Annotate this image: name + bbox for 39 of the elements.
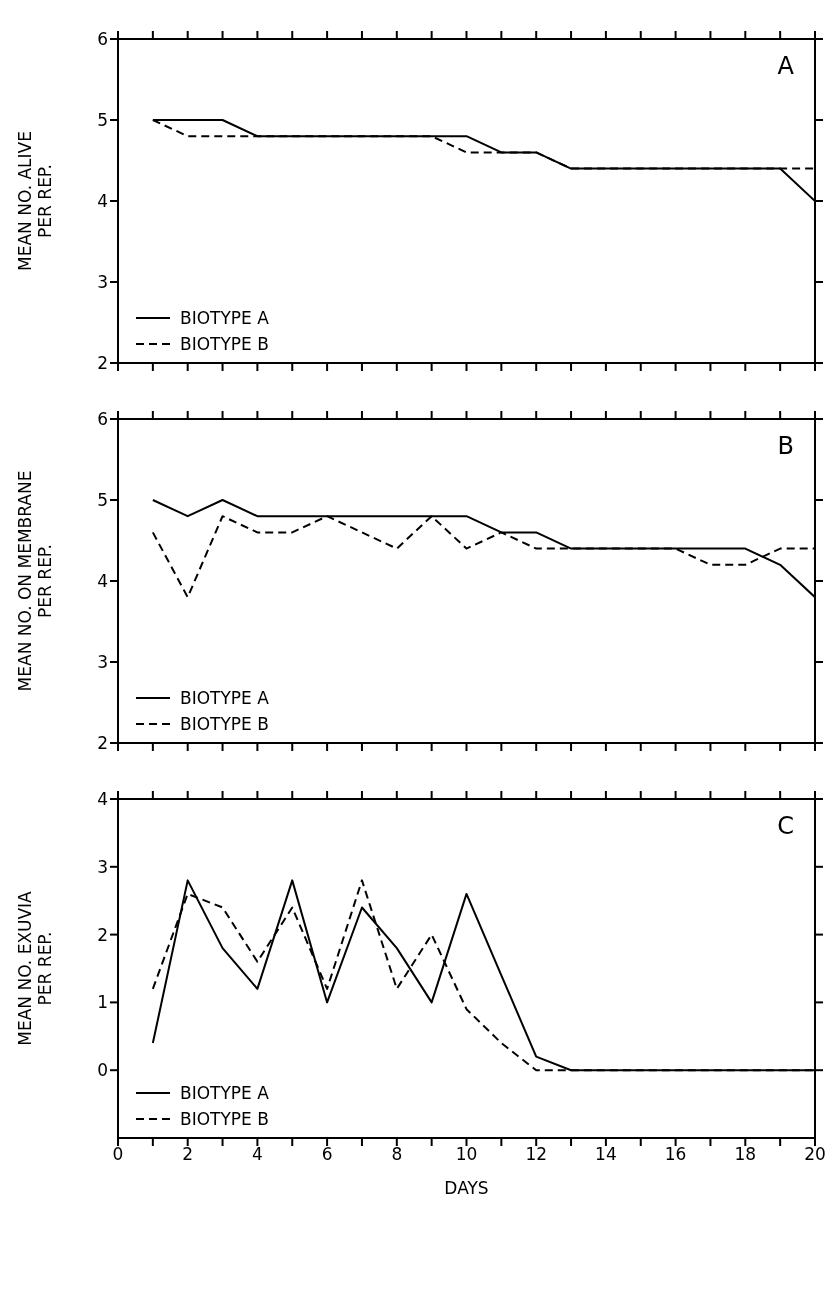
y-tick-label: 1	[97, 992, 108, 1013]
legend-label: BIOTYPE B	[180, 334, 269, 354]
y-tick-label: 4	[97, 789, 108, 810]
y-tick-label: 6	[97, 29, 108, 50]
x-tick-label: 6	[321, 1144, 333, 1165]
legend-label: BIOTYPE B	[180, 1109, 269, 1129]
text: A	[777, 52, 794, 80]
x-tick-label: 14	[595, 1144, 617, 1165]
x-tick-label: 16	[664, 1144, 687, 1165]
legend-label: BIOTYPE A	[180, 1083, 269, 1103]
x-tick-label: 4	[251, 1144, 263, 1165]
y-tick-label: 5	[97, 490, 108, 511]
legend-label: BIOTYPE A	[180, 308, 269, 328]
y-tick-label: 3	[97, 652, 108, 673]
y-tick-label: 2	[97, 733, 108, 754]
y-tick-label: 3	[97, 856, 108, 877]
legend-label: BIOTYPE A	[180, 688, 269, 708]
y-tick-label: 0	[97, 1060, 108, 1081]
x-tick-label: 8	[391, 1144, 403, 1165]
y-tick-label: 4	[97, 571, 108, 592]
legend-label: BIOTYPE B	[180, 714, 269, 734]
y-tick-label: 5	[97, 110, 108, 131]
y-tick-label: 2	[97, 924, 108, 945]
x-tick-label: 20	[804, 1144, 826, 1165]
text: B	[777, 432, 794, 460]
y-axis-title: MEAN NO. ON MEMBRANE PER REP.	[15, 470, 55, 692]
x-axis-title: DAYS	[444, 1178, 489, 1198]
y-tick-label: 3	[97, 272, 108, 293]
y-axis-title: MEAN NO. ALIVE PER REP.	[15, 131, 55, 271]
y-axis-title: MEAN NO. EXUVIA PER REP.	[15, 890, 55, 1046]
x-tick-label: 12	[525, 1144, 548, 1165]
y-tick-label: 2	[97, 353, 108, 374]
x-tick-label: 0	[112, 1144, 124, 1165]
text: C	[777, 812, 794, 840]
x-tick-label: 2	[182, 1144, 194, 1165]
x-tick-label: 10	[455, 1144, 478, 1165]
x-tick-label: 18	[734, 1144, 757, 1165]
y-tick-label: 4	[97, 191, 108, 212]
y-tick-label: 6	[97, 409, 108, 430]
